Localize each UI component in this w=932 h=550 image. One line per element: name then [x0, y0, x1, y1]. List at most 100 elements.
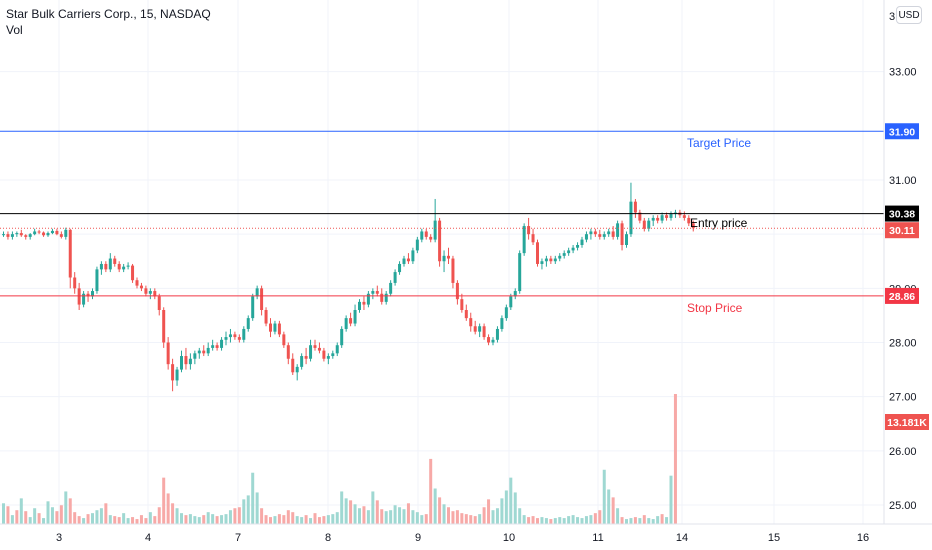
volume-badge-text: 13.181K: [887, 417, 927, 429]
candle-body: [91, 291, 94, 297]
volume-bar: [286, 510, 290, 524]
x-tick-label: 8: [325, 532, 331, 544]
volume-bar: [59, 505, 63, 524]
candle-body: [273, 323, 277, 332]
level-label: Entry price: [690, 216, 748, 230]
candle-body: [633, 201, 637, 213]
volume-bar: [255, 492, 259, 524]
level-badge-text: 28.86: [889, 291, 915, 303]
candle-body: [522, 226, 526, 254]
candle-body: [669, 213, 673, 218]
volume-bar: [326, 515, 330, 524]
volume-bar: [162, 477, 166, 524]
candle-body: [349, 318, 353, 324]
volume-bar: [491, 510, 495, 524]
candle-body: [313, 345, 317, 348]
candle-body: [331, 353, 335, 357]
candle-body: [82, 293, 86, 305]
volume-bar: [500, 498, 504, 524]
candle-body: [2, 234, 5, 236]
volume-bar: [442, 504, 446, 524]
candle-body: [540, 261, 544, 264]
candle-body: [393, 272, 397, 283]
symbol-title[interactable]: Star Bulk Carriers Corp., 15, NASDAQ: [6, 7, 211, 21]
volume-bar: [669, 475, 673, 524]
candle-body: [389, 282, 393, 294]
price-levels[interactable]: Target Price Entry price Stop Price: [0, 130, 884, 315]
volume-bar: [393, 505, 397, 524]
x-tick-label: 10: [503, 532, 515, 544]
candle-body: [691, 223, 695, 229]
volume-bar: [108, 515, 112, 524]
volume-bar: [6, 506, 10, 524]
y-tick-label: 27.00: [889, 392, 917, 404]
candle-body: [495, 328, 499, 340]
candle-body: [157, 296, 161, 310]
volume-bar: [122, 513, 126, 524]
candle-body: [451, 258, 455, 283]
candle-body: [647, 220, 651, 229]
candle-body: [589, 231, 593, 235]
candle-body: [607, 231, 611, 235]
volume-bar: [455, 510, 459, 524]
volume-bar: [246, 495, 250, 524]
volume-bar: [553, 518, 557, 524]
currency-button[interactable]: USD: [896, 6, 922, 24]
y-tick-label: 25.00: [889, 500, 917, 512]
candle-body: [37, 231, 41, 233]
time-axis[interactable]: 3 4 7 8 9 10 11 14 15 16: [56, 532, 869, 544]
volume-bar: [126, 518, 130, 524]
volume-bar: [139, 515, 143, 524]
candle-body: [482, 326, 486, 338]
volume-bar: [589, 515, 593, 524]
candle-body: [317, 347, 321, 351]
candle-body: [33, 231, 37, 235]
candle-body: [340, 328, 344, 346]
volume-bar: [335, 512, 339, 524]
volume-bar: [33, 508, 37, 524]
volume-bar: [193, 516, 197, 524]
candle-body: [562, 253, 566, 256]
volume-bar: [188, 514, 192, 524]
volume-bar: [331, 514, 335, 524]
candle-body: [411, 250, 415, 262]
candle-body: [255, 288, 259, 297]
volume-bar: [175, 508, 179, 524]
volume-bar: [153, 516, 157, 524]
candle-body: [28, 234, 32, 237]
volume-bar: [558, 517, 562, 524]
candle-body: [415, 239, 419, 251]
volume-bar: [46, 501, 50, 524]
volume-bar: [411, 510, 415, 524]
candle-body: [580, 239, 584, 245]
candle-body: [553, 258, 557, 262]
y-tick-label: 33.00: [889, 67, 917, 79]
candle-body: [460, 299, 464, 310]
volume-bar: [113, 516, 117, 524]
candle-body: [558, 255, 562, 259]
volume-bar: [86, 514, 90, 524]
volume-bar: [273, 516, 277, 524]
price-axis[interactable]: 25.0026.0027.0028.0029.0030.0031.0033.00…: [889, 11, 917, 512]
volume-bar: [202, 515, 206, 524]
x-tick-label: 4: [145, 532, 151, 544]
level-badge-text: 31.90: [889, 126, 915, 138]
volume-bar: [313, 513, 317, 524]
candle-body: [527, 226, 531, 235]
volume-bar: [584, 516, 588, 524]
volume-bar: [148, 512, 152, 524]
x-tick-label: 16: [857, 532, 869, 544]
volume-bar: [349, 500, 353, 524]
candle-body: [206, 347, 210, 354]
candle-body: [202, 350, 206, 354]
candle-body: [64, 229, 68, 237]
volume-bar: [309, 518, 313, 524]
volume-bar: [42, 518, 46, 524]
volume-indicator-label[interactable]: Vol: [6, 23, 23, 37]
volume-bar: [420, 515, 424, 524]
volume-bar: [220, 515, 224, 524]
candle-body: [215, 345, 219, 348]
candle-body: [264, 310, 268, 324]
candle-body: [531, 234, 535, 243]
